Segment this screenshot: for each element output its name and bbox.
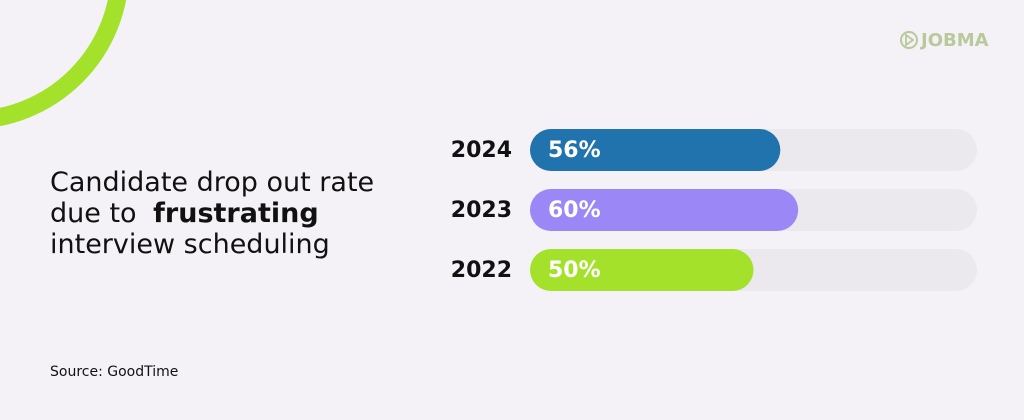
value-label: 56%: [548, 138, 601, 163]
value-label: 50%: [548, 258, 601, 283]
category-label: 2022: [451, 258, 512, 283]
logo-icon: [900, 31, 918, 49]
value-label: 60%: [548, 198, 601, 223]
chart-title: Candidate drop out rate due to frustrati…: [50, 167, 383, 260]
bar: [530, 249, 754, 291]
category-label: 2023: [451, 198, 512, 223]
title-line: due to: [50, 198, 137, 229]
logo: JOBMA: [900, 30, 989, 51]
source: Source: GoodTime: [50, 364, 178, 380]
logo-play: [905, 33, 915, 47]
title-line: Candidate drop out rate: [50, 167, 374, 198]
bar: [530, 129, 781, 171]
category-label: 2024: [451, 138, 512, 163]
title-emphasis: frustrating: [153, 198, 319, 229]
bar: [530, 189, 799, 231]
logo-text: JOBMA: [919, 30, 989, 51]
title-line: interview scheduling: [50, 229, 330, 260]
